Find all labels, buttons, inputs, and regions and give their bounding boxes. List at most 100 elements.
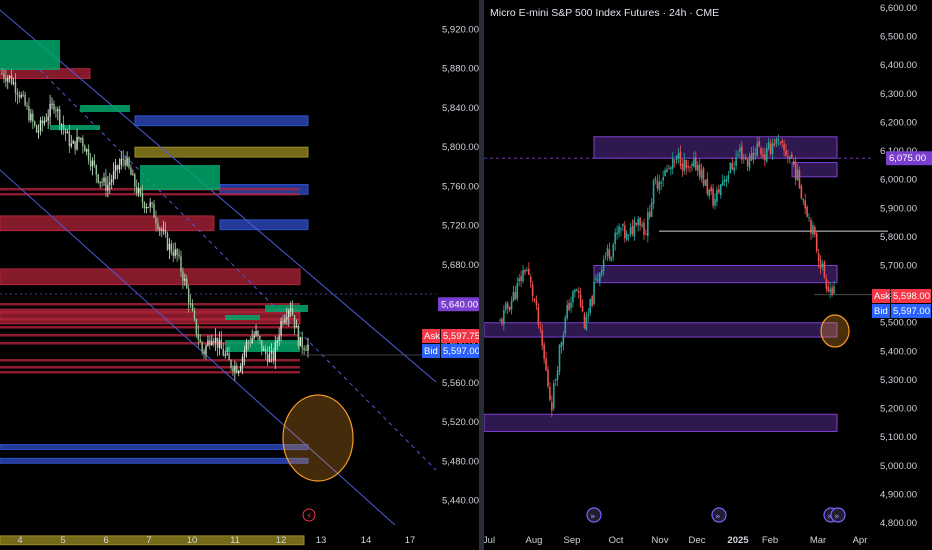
time-axis-tick: Feb [762,535,778,546]
candle-body [282,320,284,323]
candle-body [547,369,549,387]
candle-body [658,181,661,190]
candle-body [685,159,687,169]
candle-body [729,162,732,173]
demand-band-0 [0,40,60,70]
bid-value-bg [891,304,931,318]
candle-body [239,366,242,372]
candle-body [276,340,278,343]
candle-body [264,349,267,355]
resistance-line-9 [0,366,300,369]
candle-body [12,82,15,84]
price-axis-tick: 5,900.00 [880,203,917,214]
candle-body [718,189,720,193]
candle-body [531,284,534,297]
candle-body [798,170,801,189]
candle-body [758,141,760,147]
zone-supply-6 [0,268,301,286]
candle-body [677,153,680,159]
price-axis-tick: 5,880.00 [442,64,479,75]
candle-body [522,270,524,282]
candle-body [566,304,568,319]
candle-body [575,289,578,291]
candle-body [508,306,511,311]
price-axis-tick: 5,700.00 [880,261,917,272]
candle-body [278,335,280,341]
candle-body [39,120,42,132]
candle-body [259,336,261,340]
time-axis-tick: 13 [316,535,327,546]
candle-body [109,182,111,185]
candle-body [700,170,703,179]
candle-body [166,233,169,250]
candle-body [787,156,789,158]
candle-body [289,308,292,311]
candle-body [268,353,271,362]
price-axis-tick: 5,920.00 [442,24,479,35]
candle-body [535,300,538,306]
candle-body [600,269,603,274]
price-axis-tick: 5,400.00 [880,346,917,357]
candle-body [182,271,184,281]
price-axis-tick: 5,440.00 [442,496,479,507]
candle-body [633,220,636,237]
candle-body [62,124,65,130]
candle-body [139,188,142,194]
time-axis-tick: 2025 [727,535,749,546]
candle-body [74,141,76,150]
candle-body [274,342,276,361]
candle-body [689,166,691,168]
right-chart-canvas[interactable]: 6,600.00 6,500.00 6,400.00 6,300.00 6,200.00… [484,0,932,550]
resistance-line-7 [0,342,300,345]
price-axis-tick: 5,480.00 [442,456,479,467]
right-chart-pane[interactable]: 6,600.00 6,500.00 6,400.00 6,300.00 6,200.00… [484,0,932,550]
candle-body [145,207,148,209]
candle-body [3,73,5,79]
candle-body [833,286,835,294]
candle-body [514,292,517,300]
price-axis-tick: 5,560.00 [442,378,479,389]
candle-body [141,193,144,203]
bid-value-bg [441,344,479,358]
candle-body [122,158,124,160]
candle-body [245,342,248,351]
demand-band-1 [80,105,130,112]
candle-body [693,158,695,167]
zone-olive-2 [134,146,309,158]
left-chart-canvas[interactable]: 5,920.00 5,880.00 5,840.00 5,800.00 5,760.00… [0,0,479,550]
price-axis-tick: 5,800.00 [442,142,479,153]
candle-body [197,334,200,340]
candle-body [756,143,759,156]
pane-divider[interactable] [479,0,484,550]
candle-body [18,94,21,98]
candle-body [114,165,117,172]
candle-body [105,177,107,191]
zone-supply-5 [0,215,215,232]
candle-body [727,175,730,180]
candle-body [162,230,165,232]
price-axis-tick: 6,500.00 [880,32,917,43]
candle-body [779,141,782,143]
candle-body [802,198,805,201]
candle-body [193,310,196,319]
zone-supply-0 [0,68,91,80]
ask-value: 5,597.75 [443,331,479,342]
price-axis-tick: 5,200.00 [880,404,917,415]
left-chart-pane[interactable]: 5,920.00 5,880.00 5,840.00 5,800.00 5,760.00… [0,0,479,550]
candle-body [570,302,572,308]
event-marker-glyph: » [827,512,833,522]
candle-body [829,288,831,293]
candle-body [132,174,134,176]
candle-body [808,217,810,219]
time-axis-tick: 5 [60,535,65,546]
candle-body [14,82,17,93]
candle-body [679,151,682,166]
candle-body [556,370,559,380]
candle-body [792,161,795,165]
lightning-icon-glyph: ⚡ [306,512,312,522]
bid-label: Bid [424,346,438,357]
price-axis-tick: 5,680.00 [442,260,479,271]
candle-body [719,184,722,196]
candle-body [45,120,47,122]
time-axis-tick: 4 [17,535,22,546]
